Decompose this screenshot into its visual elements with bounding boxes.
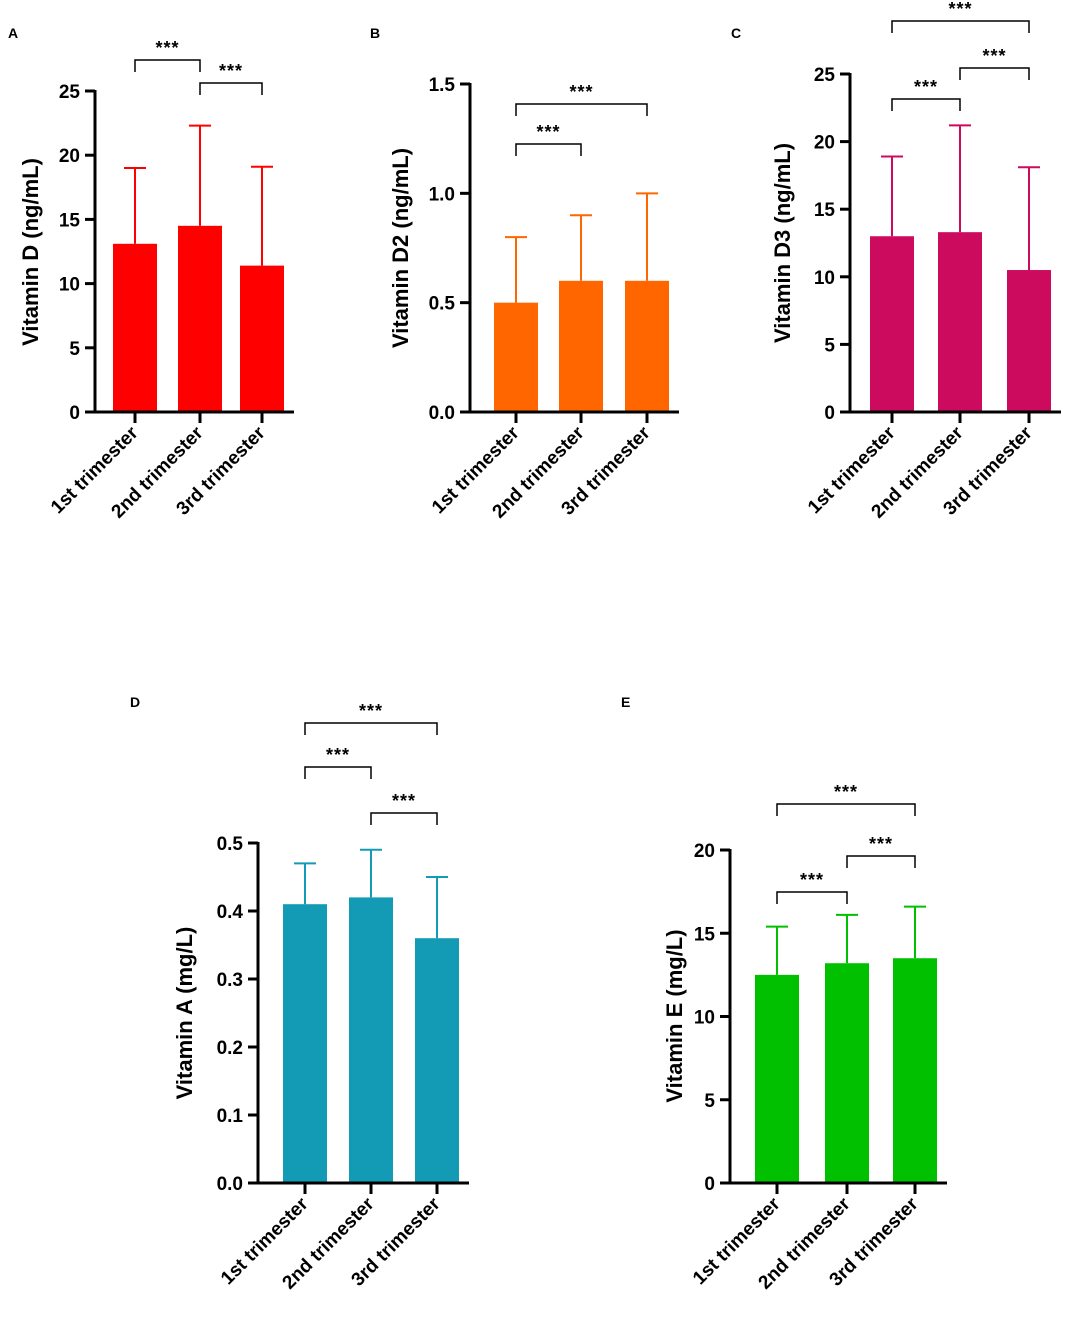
y-tick-label: 0.1	[217, 1106, 244, 1127]
significance-bracket	[304, 722, 438, 735]
y-tick-label: 15	[59, 210, 81, 231]
significance-bracket	[891, 20, 1030, 33]
significance-label: ***	[359, 701, 383, 721]
significance-bracket	[304, 766, 372, 779]
significance-bracket	[370, 812, 438, 825]
y-tick-label: 0.0	[429, 403, 455, 424]
y-tick-label: 20	[814, 133, 835, 154]
significance-bracket	[846, 855, 916, 868]
y-axis-title: Vitamin D2 (ng/mL)	[388, 148, 413, 348]
y-tick-label: 10	[694, 1008, 715, 1029]
bar-3	[893, 958, 937, 1183]
significance-label: ***	[869, 834, 893, 854]
y-tick-label: 0	[704, 1174, 715, 1195]
bar-3	[625, 280, 669, 412]
panel-label: A	[8, 25, 18, 41]
significance-bracket	[199, 82, 263, 95]
significance-label: ***	[392, 791, 416, 811]
significance-label: ***	[914, 77, 938, 97]
y-tick-label: 20	[694, 841, 715, 862]
panel-label: E	[621, 694, 630, 710]
y-tick-label: 5	[824, 335, 835, 356]
bar-1	[283, 904, 327, 1183]
y-tick-label: 25	[59, 82, 81, 103]
y-tick-label: 5	[69, 339, 80, 360]
panel-label: D	[130, 694, 140, 710]
y-tick-label: 10	[814, 268, 835, 289]
y-tick-label: 0.5	[217, 834, 244, 855]
significance-bracket	[891, 98, 961, 111]
y-tick-label: 25	[814, 65, 836, 86]
bar-1	[755, 974, 799, 1183]
significance-bracket	[776, 891, 848, 904]
y-tick-label: 15	[814, 200, 836, 221]
significance-label: ***	[982, 46, 1006, 66]
y-tick-label: 0	[824, 403, 835, 424]
significance-bracket	[959, 67, 1030, 80]
significance-label: ***	[569, 82, 593, 102]
significance-label: ***	[800, 870, 824, 890]
significance-label: ***	[326, 745, 350, 765]
bar-1	[870, 236, 914, 412]
significance-label: ***	[834, 782, 858, 802]
y-axis-title: Vitamin E (mg/L)	[662, 929, 687, 1102]
bar-2	[559, 280, 603, 412]
significance-bracket	[515, 103, 648, 116]
bar-2	[938, 232, 982, 412]
bar-1	[494, 302, 538, 412]
y-tick-label: 1.5	[429, 75, 456, 96]
significance-bracket	[776, 803, 916, 816]
y-tick-label: 10	[59, 275, 80, 296]
y-tick-label: 0.3	[217, 970, 243, 991]
bar-3	[240, 265, 284, 412]
y-tick-label: 5	[704, 1091, 715, 1112]
significance-label: ***	[948, 0, 972, 19]
significance-bracket	[134, 59, 201, 72]
y-tick-label: 0.5	[429, 294, 456, 315]
significance-label: ***	[155, 38, 179, 58]
significance-label: ***	[536, 122, 560, 142]
y-tick-label: 0.4	[217, 902, 244, 923]
significance-bracket	[515, 143, 582, 156]
panel-label: B	[370, 25, 380, 41]
y-tick-label: 15	[694, 924, 716, 945]
y-axis-title: Vitamin A (mg/L)	[172, 927, 197, 1100]
panel-label: C	[731, 25, 741, 41]
y-tick-label: 0	[69, 403, 80, 424]
bar-3	[415, 938, 459, 1183]
y-tick-label: 0.0	[217, 1174, 243, 1195]
y-axis-title: Vitamin D3 (ng/mL)	[770, 143, 795, 343]
y-tick-label: 1.0	[429, 184, 455, 205]
y-tick-label: 0.2	[217, 1038, 243, 1059]
bar-1	[113, 243, 157, 412]
y-axis-title: Vitamin D (ng/mL)	[18, 158, 43, 346]
significance-label: ***	[219, 61, 243, 81]
bar-2	[178, 225, 222, 412]
bar-3	[1007, 270, 1051, 412]
bar-2	[825, 963, 869, 1183]
y-tick-label: 20	[59, 146, 80, 167]
bar-2	[349, 897, 393, 1183]
